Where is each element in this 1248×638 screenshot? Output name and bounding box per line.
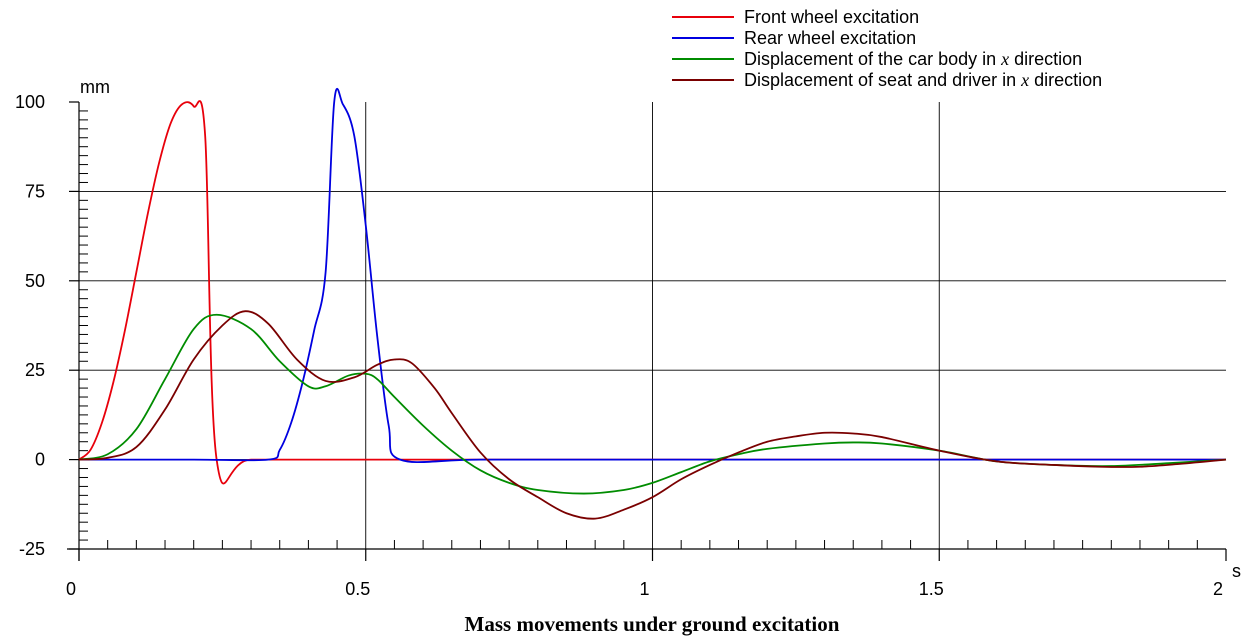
- series-lines: [78, 87, 1227, 520]
- series-line-rear-wheel-excitation: [78, 87, 1226, 463]
- y-axis-unit-label: mm: [80, 77, 110, 97]
- axes: [67, 101, 1227, 561]
- legend-label-part: direction: [1029, 70, 1102, 90]
- y-tick-labels: -25 0 25 50 75 100: [15, 92, 45, 559]
- legend-label-part: Front wheel excitation: [744, 7, 919, 27]
- y-tick-label: 25: [25, 360, 45, 380]
- series-line-displacement-of-seat-and-driver-in-x-direction: [78, 310, 1227, 520]
- y-tick-label: 0: [35, 450, 45, 470]
- legend-label: Rear wheel excitation: [744, 28, 916, 48]
- legend-label-variable: x: [1000, 49, 1009, 69]
- x-tick-label: 1.5: [919, 579, 944, 599]
- series-line-displacement-of-the-car-body-in-x-direction: [78, 313, 1227, 495]
- y-tick-label: 50: [25, 271, 45, 291]
- legend-label: Front wheel excitation: [744, 7, 919, 27]
- x-tick-label: 2: [1213, 579, 1223, 599]
- y-tick-label: -25: [19, 539, 45, 559]
- minor-ticks: [79, 110, 1198, 549]
- x-tick-label: 0: [66, 579, 76, 599]
- chart-title: Mass movements under ground excitation: [465, 612, 840, 636]
- legend-label: Displacement of the car body in x direct…: [744, 49, 1082, 69]
- x-tick-labels: 0 0.5 1 1.5 2: [66, 579, 1223, 599]
- legend-label: Displacement of seat and driver in x dir…: [744, 70, 1102, 90]
- x-tick-label: 0.5: [345, 579, 370, 599]
- x-tick-label: 1: [639, 579, 649, 599]
- legend-label-part: Displacement of seat and driver in: [744, 70, 1021, 90]
- y-tick-label: 100: [15, 92, 45, 112]
- legend-label-part: direction: [1009, 49, 1082, 69]
- legend-label-part: Displacement of the car body in: [744, 49, 1001, 69]
- x-axis-unit-label: s: [1232, 561, 1241, 581]
- legend-label-part: Rear wheel excitation: [744, 28, 916, 48]
- y-tick-label: 75: [25, 181, 45, 201]
- legend-label-variable: x: [1020, 70, 1029, 90]
